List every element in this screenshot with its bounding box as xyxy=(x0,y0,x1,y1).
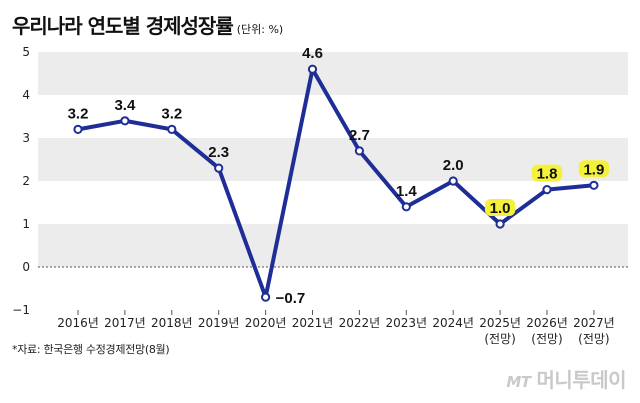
data-point xyxy=(448,176,458,186)
data-label: −0.7 xyxy=(276,290,306,307)
data-label-highlight xyxy=(531,164,563,182)
data-label: 2.3 xyxy=(208,144,229,161)
watermark-text: 머니투데이 xyxy=(536,368,627,392)
data-point xyxy=(401,202,411,212)
data-point xyxy=(307,64,318,74)
x-tick-note: (전망) xyxy=(578,332,609,346)
data-point xyxy=(120,116,130,126)
x-tick-note: (전망) xyxy=(484,332,515,346)
y-tick-label: −1 xyxy=(12,303,30,317)
x-tick-label: 2018년 xyxy=(151,316,193,330)
data-label-highlight xyxy=(484,199,516,216)
data-label-highlight xyxy=(578,160,610,178)
chart-title: 우리나라 연도별 경제성장률 (단위: %) xyxy=(12,10,283,39)
x-axis-ticks: 2016년 2017년 2018년 2019년 2020년 2021년 2022년 2023년… xyxy=(57,310,615,346)
y-tick-label: 4 xyxy=(22,88,30,102)
data-label: 1.4 xyxy=(396,183,418,200)
series-line xyxy=(76,67,596,300)
data-label: 3.2 xyxy=(68,105,89,122)
x-tick-note: (전망) xyxy=(531,332,562,346)
data-point xyxy=(214,163,224,173)
data-point xyxy=(589,180,599,190)
series-polyline xyxy=(76,67,596,300)
data-label: 1.0 xyxy=(490,200,511,217)
x-tick-label: 2025년 xyxy=(479,316,521,330)
grid-band xyxy=(38,138,628,181)
y-axis-ticks: −1 0 1 2 3 4 5 xyxy=(12,45,30,317)
x-tick-label: 2026년 xyxy=(526,316,568,330)
y-tick-label: 2 xyxy=(22,174,30,188)
y-tick-label: 3 xyxy=(22,131,30,145)
x-tick-label: 2023년 xyxy=(386,316,428,330)
x-tick-label: 2027년 xyxy=(573,316,615,330)
data-label: 2.7 xyxy=(349,127,370,144)
x-tick-label: 2016년 xyxy=(57,316,99,330)
x-tick-label: 2024년 xyxy=(432,316,474,330)
data-label: 1.8 xyxy=(537,166,558,183)
x-tick-label: 2019년 xyxy=(198,316,240,330)
chart-title-text: 우리나라 연도별 경제성장률 xyxy=(12,14,234,38)
data-label: 2.0 xyxy=(443,157,464,174)
data-point xyxy=(495,219,505,229)
grid-band xyxy=(38,52,628,95)
y-tick-label: 5 xyxy=(22,45,30,59)
data-point xyxy=(167,124,177,134)
y-tick-label: 1 xyxy=(22,217,30,231)
data-labels: 3.2 3.4 3.2 2.3 −0.7 4.6 2.7 1.4 2.0 1.0 1.8 1.9 xyxy=(68,45,610,307)
data-label: 1.9 xyxy=(583,161,604,178)
data-label: 3.4 xyxy=(114,97,136,114)
x-tick-label: 2021년 xyxy=(292,316,334,330)
data-label: 3.2 xyxy=(161,105,182,122)
data-point xyxy=(354,146,364,156)
source-note: *자료: 한국은행 수정경제전망(8월) xyxy=(12,343,170,356)
data-label: 4.6 xyxy=(302,45,323,62)
x-tick-label: 2022년 xyxy=(339,316,381,330)
x-tick-label: 2017년 xyxy=(104,316,146,330)
x-tick-label: 2020년 xyxy=(245,316,287,330)
data-point xyxy=(542,185,552,195)
watermark: MT 머니투데이 xyxy=(506,364,626,393)
y-tick-label: 0 xyxy=(22,260,30,274)
grid-band xyxy=(38,224,628,267)
data-point xyxy=(73,124,83,134)
unit-label: (단위: %) xyxy=(236,23,284,36)
grid-bands xyxy=(38,52,628,267)
data-point xyxy=(261,292,271,302)
data-points xyxy=(73,64,599,302)
watermark-logo: MT xyxy=(506,373,531,391)
